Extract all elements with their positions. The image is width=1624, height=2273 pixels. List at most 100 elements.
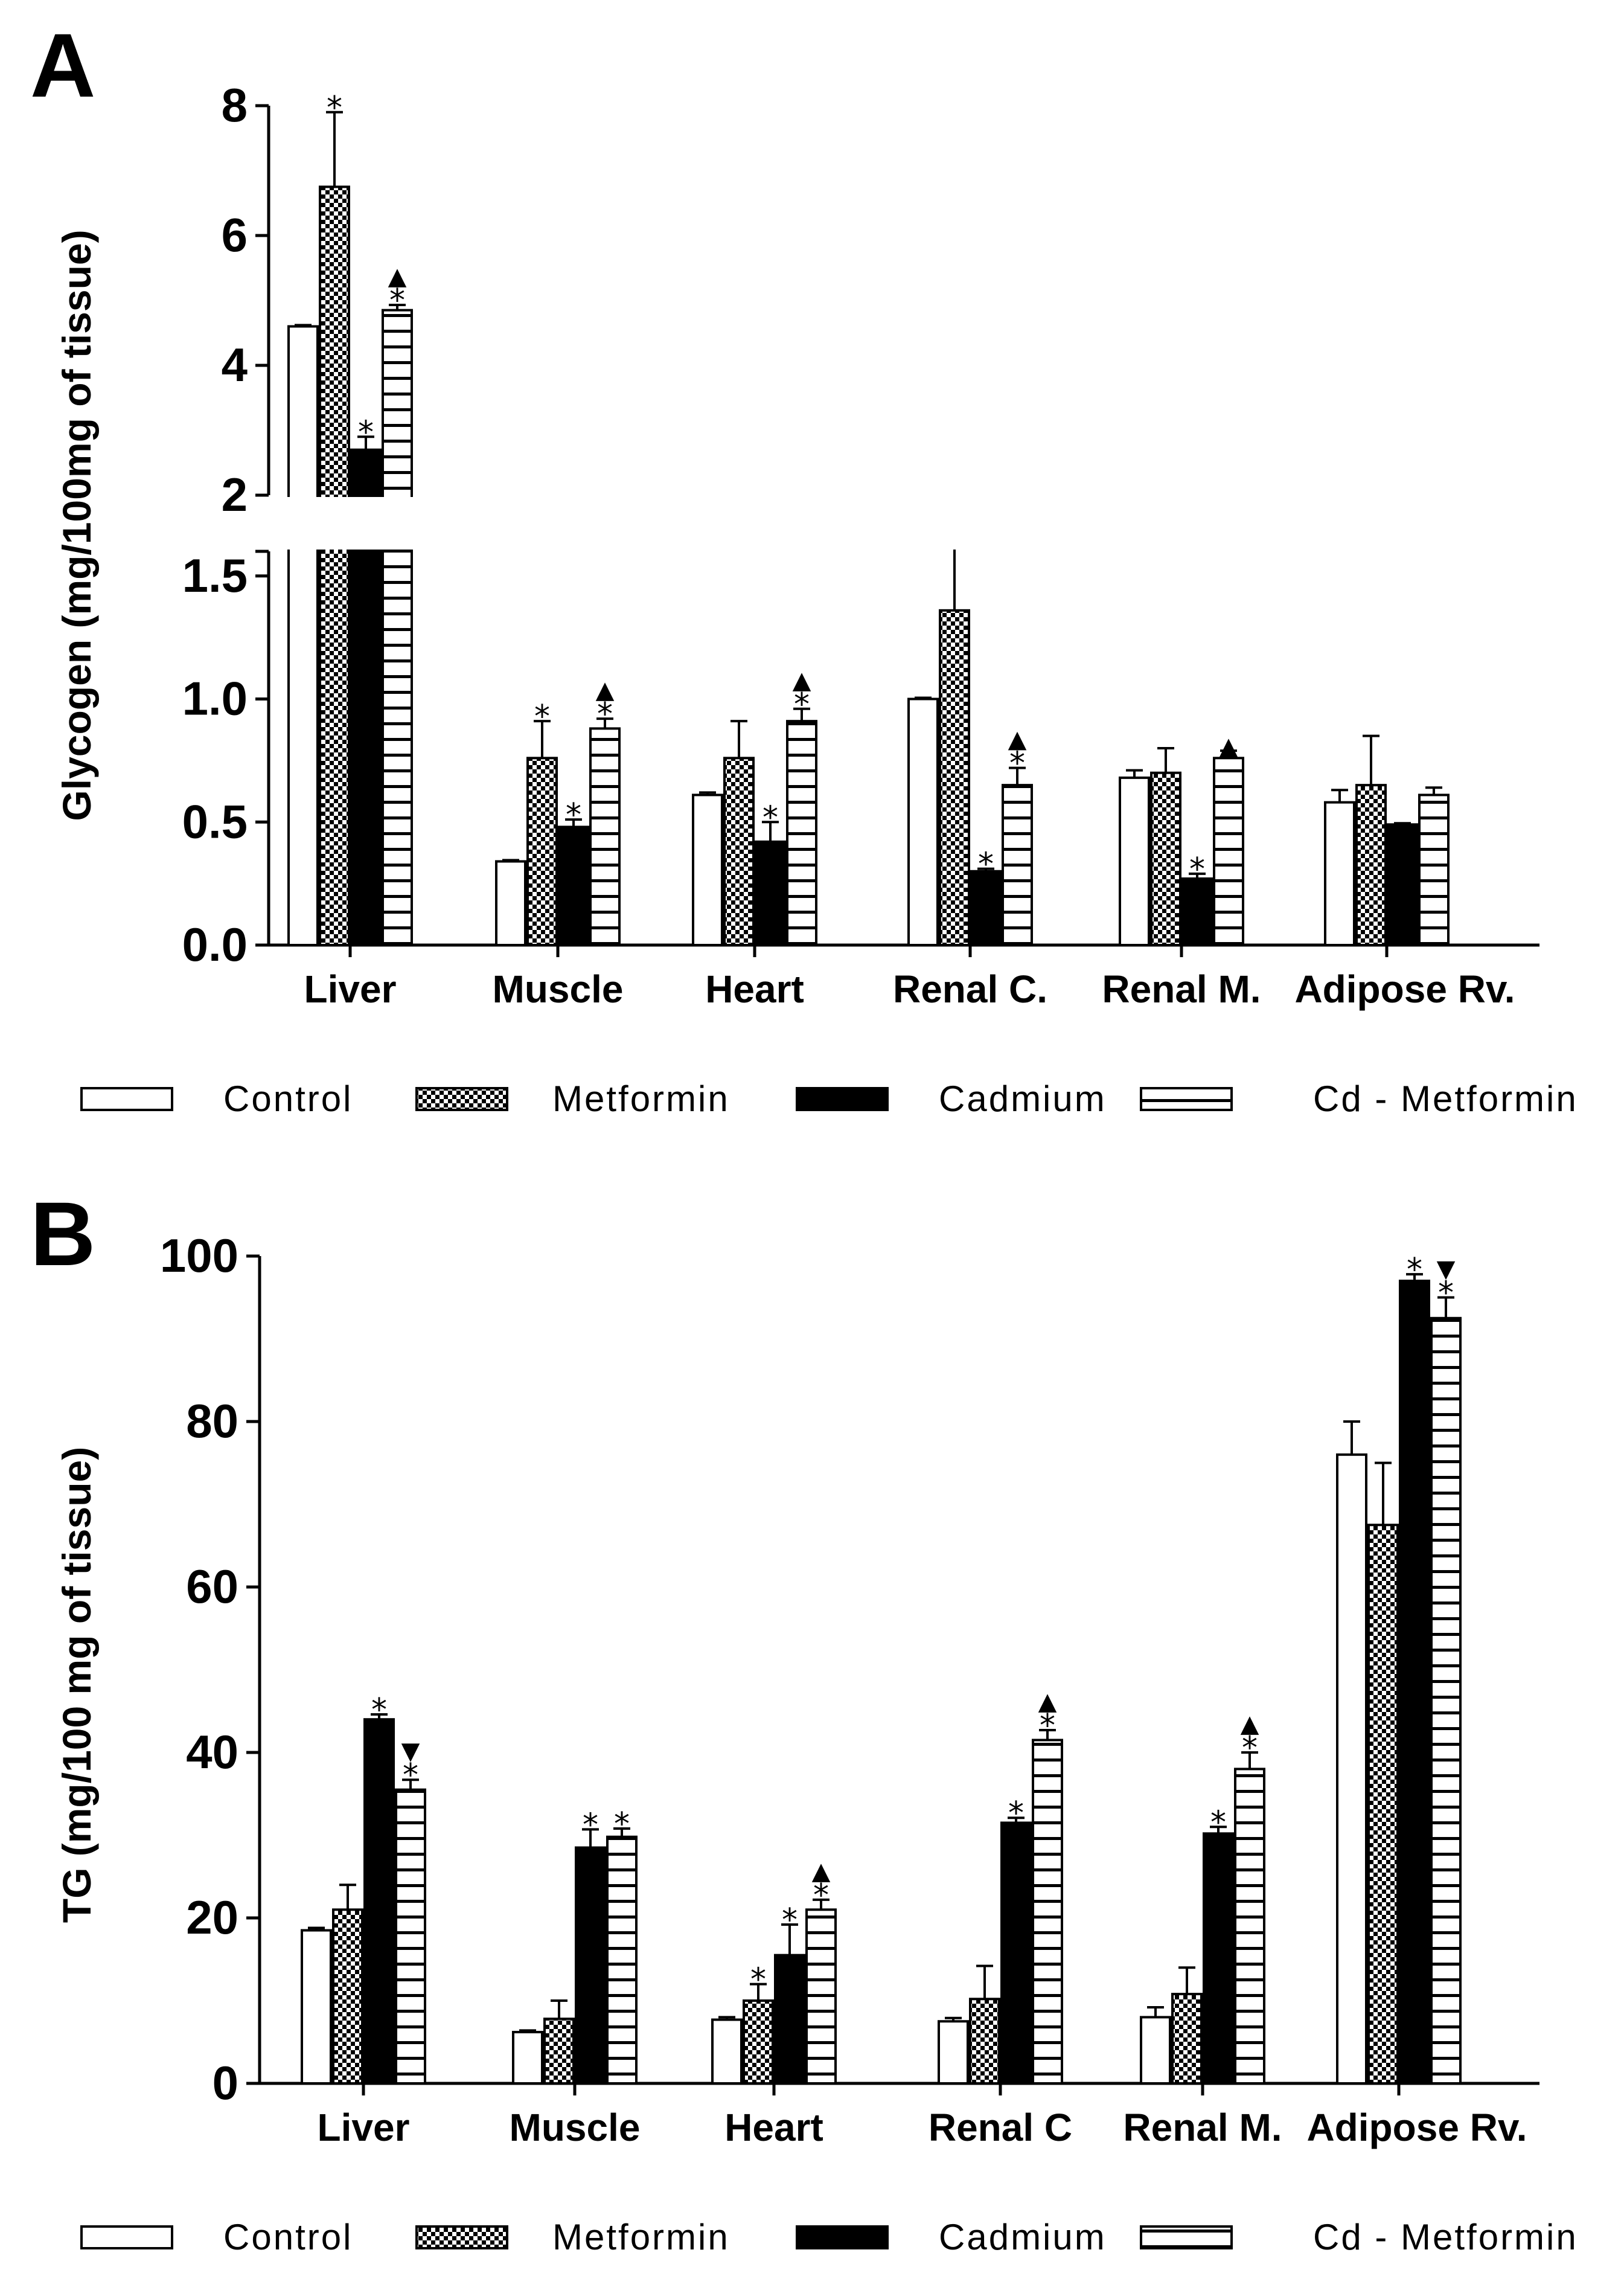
legend-label: Control <box>223 2217 353 2257</box>
bar-hstripe-4 <box>1234 1768 1265 2085</box>
significance-star: * <box>327 90 342 126</box>
bar-hstripe-1 <box>606 1835 638 2085</box>
bar-black-3 <box>1000 1821 1032 2085</box>
bar-white-0 <box>301 1929 332 2085</box>
bar-black-1 <box>575 1846 606 2085</box>
y-tick-label: 80 <box>186 1394 238 1447</box>
bar-hstripe-2 <box>786 720 817 947</box>
bar-black-2 <box>755 840 786 946</box>
axis-break-gap <box>270 497 1538 550</box>
panel-b-chart: B 0 20 40 60 80 100 TG (mg/100 mg of tissue) * * *… <box>30 1183 1576 2257</box>
significance-triangle: ▲ <box>812 1858 831 1885</box>
bar-hstripe-2 <box>805 1908 837 2085</box>
significance-star: * <box>597 696 613 733</box>
bar-hstripe-1 <box>589 727 621 947</box>
legend-swatch-black <box>796 1087 889 1111</box>
x-category-label: Adipose Rv. <box>1306 2106 1527 2149</box>
y-tick-label: 20 <box>186 1891 238 1944</box>
significance-triangle: ▲ <box>1008 726 1027 754</box>
significance-star: * <box>1008 1795 1024 1832</box>
significance-star: * <box>978 847 994 883</box>
bar-black-5 <box>1387 823 1418 946</box>
significance-triangle: ▼ <box>1437 1255 1456 1283</box>
bar-checker-1 <box>526 757 558 947</box>
legend-swatch-hstripe <box>1140 2225 1233 2249</box>
panel-label-b: B <box>30 1183 95 1284</box>
panel-label-a: A <box>30 14 95 116</box>
bar-checker-0 <box>332 1908 363 2085</box>
bar-white-4 <box>1140 2016 1171 2085</box>
significance-star: * <box>794 687 810 723</box>
bar-white-1 <box>495 860 526 946</box>
significance-star: * <box>750 1962 766 1998</box>
significance-star: * <box>358 414 374 450</box>
legend-label: Cadmium <box>939 2217 1107 2257</box>
legend-swatch-white <box>80 1087 173 1111</box>
bar-black-5 <box>1399 1280 1430 2085</box>
y-tick-label: 2 <box>222 468 248 521</box>
y-tick-label: 40 <box>186 1725 238 1778</box>
bar-checker-2 <box>743 1999 774 2085</box>
bar-checker-3 <box>969 1998 1000 2085</box>
bar-white-5 <box>1336 1453 1367 2085</box>
significance-star: * <box>813 1877 829 1914</box>
significance-triangle: ▲ <box>388 263 407 290</box>
bar-checker-4 <box>1150 771 1181 946</box>
y-tick-label: 60 <box>186 1560 238 1613</box>
bar-hstripe-3 <box>1002 784 1033 946</box>
y-axis-label: Glycogen (mg/100mg of tissue) <box>54 229 99 821</box>
bar-checker-2 <box>723 757 755 947</box>
bar-checker-5 <box>1367 1524 1399 2085</box>
significance-star: * <box>1009 746 1025 782</box>
bar-hstripe-5 <box>1430 1316 1462 2085</box>
x-category-label: Renal C. <box>893 967 1047 1011</box>
bar-hstripe-5 <box>1418 793 1450 947</box>
y-tick-label: 0.0 <box>182 918 248 971</box>
significance-star: * <box>1407 1252 1422 1288</box>
bar-checker-4 <box>1171 1993 1203 2085</box>
y-axis-label: TG (mg/100 mg of tissue) <box>54 1447 99 1923</box>
significance-triangle: ▲ <box>1220 733 1238 760</box>
significance-star: * <box>1040 1708 1055 1744</box>
significance-triangle: ▲ <box>596 676 615 704</box>
bar-white-0 <box>287 325 319 946</box>
significance-star: * <box>534 699 550 735</box>
x-category-label: Muscle <box>510 2106 641 2149</box>
bar-hstripe-0 <box>382 309 413 946</box>
y-tick-label: 4 <box>222 338 248 391</box>
legend-label: Control <box>223 1079 353 1119</box>
x-category-label: Heart <box>705 967 804 1011</box>
bar-hstripe-0 <box>395 1788 426 2085</box>
bar-black-3 <box>970 870 1002 946</box>
legend-label: Cd - Metformin <box>1313 1079 1578 1119</box>
x-category-label: Liver <box>304 967 397 1011</box>
bar-black-4 <box>1203 1832 1234 2085</box>
bar-white-2 <box>692 793 723 947</box>
x-category-label: Renal M. <box>1123 2106 1282 2149</box>
bar-white-4 <box>1119 776 1150 947</box>
x-category-label: Heart <box>724 2106 823 2149</box>
significance-star: * <box>782 1902 798 1938</box>
y-tick-label: 1.0 <box>182 672 248 725</box>
bar-hstripe-3 <box>1032 1739 1063 2085</box>
significance-star: * <box>614 1806 630 1842</box>
bar-white-1 <box>512 2031 543 2085</box>
y-tick-label: 8 <box>222 79 248 132</box>
panel-a-chart: A 0.0 0.5 1.0 1.5 2 4 6 8 Glycogen (mg/100mg of t… <box>30 14 1578 1119</box>
bar-black-1 <box>558 826 589 947</box>
bar-black-0 <box>363 1718 395 2085</box>
significance-star: * <box>1242 1730 1258 1766</box>
significance-triangle: ▲ <box>1241 1710 1259 1738</box>
significance-star: * <box>1210 1804 1226 1841</box>
bar-white-2 <box>711 2018 743 2085</box>
x-category-label: Renal M. <box>1102 967 1261 1011</box>
x-category-label: Liver <box>318 2106 410 2149</box>
y-tick-label: 100 <box>160 1229 238 1282</box>
significance-star: * <box>403 1757 418 1794</box>
significance-star: * <box>371 1692 387 1728</box>
significance-star: * <box>762 800 778 836</box>
legend-swatch-hstripe <box>1140 1087 1233 1111</box>
x-category-label: Renal C <box>929 2106 1072 2149</box>
y-tick-label: 0.5 <box>182 795 248 848</box>
significance-star: * <box>1438 1275 1454 1312</box>
